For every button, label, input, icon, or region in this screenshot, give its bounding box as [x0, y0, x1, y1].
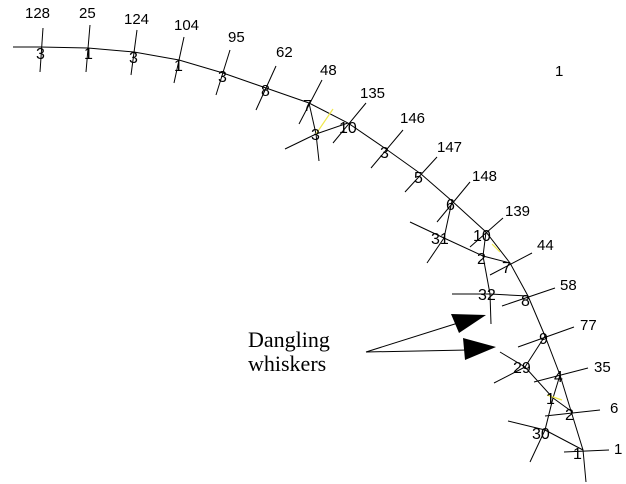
node-label: 10 — [473, 228, 491, 245]
node-label: 1 — [174, 58, 183, 75]
label-44: 44 — [537, 237, 554, 254]
node-label: 7 — [303, 98, 312, 115]
label-139: 139 — [505, 203, 530, 220]
node-label: 9 — [539, 331, 548, 348]
label-6: 6 — [610, 400, 618, 417]
node-label: 3 — [129, 50, 138, 67]
node-label: 6 — [446, 197, 455, 214]
node-label: 3 — [380, 145, 389, 162]
node-label: 2 — [565, 407, 574, 424]
node-labels: 3 1 3 1 3 8 7 3 10 3 5 6 31 10 2 7 32 8 … — [36, 46, 582, 463]
node-label: 29 — [513, 360, 531, 377]
node-label: 31 — [431, 231, 449, 248]
label-25: 25 — [79, 5, 96, 22]
arrowhead-upper — [451, 314, 486, 333]
node-label: 3 — [218, 69, 227, 86]
corner-label: 1 — [555, 63, 563, 80]
label-128: 128 — [25, 5, 50, 22]
label-148: 148 — [472, 168, 497, 185]
label-124: 124 — [124, 11, 149, 28]
node-label: 32 — [478, 287, 496, 304]
node-label: 1 — [573, 446, 582, 463]
label-58: 58 — [560, 277, 577, 294]
inner-structure — [284, 102, 584, 463]
annotation-line-2: whiskers — [248, 351, 326, 376]
node-label: 1 — [546, 391, 555, 408]
main-arc — [13, 46, 587, 483]
node-label: 10 — [339, 120, 357, 137]
node-label: 30 — [532, 426, 550, 443]
label-77: 77 — [580, 317, 597, 334]
label-48: 48 — [320, 62, 337, 79]
label-35: 35 — [594, 359, 611, 376]
annotation-arrows — [365, 314, 496, 360]
node-label: 4 — [554, 369, 563, 386]
node-label: 8 — [521, 293, 530, 310]
node-label: 3 — [311, 127, 320, 144]
node-label: 7 — [502, 260, 511, 277]
label-147: 147 — [437, 139, 462, 156]
node-label: 8 — [261, 83, 270, 100]
label-146: 146 — [400, 110, 425, 127]
label-135: 135 — [360, 85, 385, 102]
node-label: 3 — [36, 46, 45, 63]
label-95: 95 — [228, 29, 245, 46]
node-label: 2 — [477, 251, 486, 268]
annotation-line-1: Dangling — [248, 327, 330, 352]
arc-ticks — [39, 24, 610, 453]
node-label: 5 — [414, 170, 423, 187]
label-104: 104 — [174, 17, 199, 34]
outer-labels: 128 25 124 104 95 62 48 135 146 147 148 … — [25, 5, 622, 458]
label-1-bottom: 1 — [614, 441, 622, 458]
label-62: 62 — [276, 44, 293, 61]
node-label: 1 — [84, 46, 93, 63]
arrowhead-lower — [463, 338, 496, 360]
